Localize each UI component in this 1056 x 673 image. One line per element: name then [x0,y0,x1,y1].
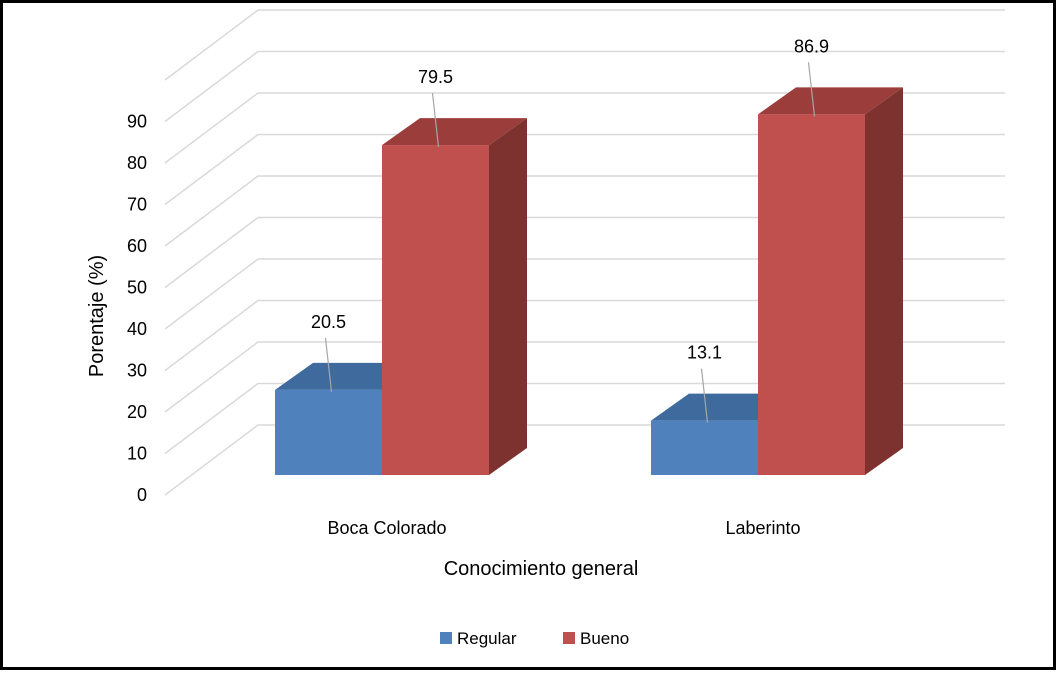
data-labels: 20.5 79.5 13.1 86.9 [311,36,829,423]
leader-line-bueno-laberinto [807,62,816,117]
bar-bueno-laberinto [758,114,865,476]
y-axis-title: Porentaje (%) [86,255,108,377]
y-tick-label: 90 [127,112,147,132]
legend-label-regular: Regular [457,629,517,648]
bar-regular-laberinto [651,420,758,475]
bar-side-bueno-boca-colorado [489,118,527,475]
gridline-diagonal [164,424,259,496]
gridline-diagonal [164,175,259,247]
y-tick-label: 0 [137,485,147,505]
bar-top-bueno-laberinto [758,87,903,115]
y-tick-label: 30 [127,361,147,381]
x-axis-title: Conocimiento general [444,558,639,580]
gridline-diagonal [164,299,259,372]
legend-swatch-bueno [563,632,575,644]
gridline-diagonal [164,258,259,330]
x-tick-label-boca-colorado: Boca Colorado [327,518,446,538]
chart-svg: 0 10 20 30 40 50 60 70 80 90 20.5 79.5 13.1 86.9 Boc… [86,9,1005,648]
y-tick-label: 40 [127,319,147,339]
y-tick-label: 20 [127,402,147,422]
gridline-diagonal [164,382,259,455]
y-tick-label: 60 [127,236,147,256]
leader-line-regular-laberinto [700,368,709,423]
gridline-diagonal [164,9,259,81]
gridline-diagonal [164,216,259,289]
x-tick-label-laberinto: Laberinto [725,518,800,538]
bar-side-bueno-laberinto [865,87,903,476]
leader-line-bueno-boca-colorado [431,93,440,148]
y-tick-label: 10 [127,444,147,464]
data-label-regular-boca-colorado: 20.5 [311,312,346,332]
y-tick-label: 80 [127,153,147,173]
leader-line-regular-boca-colorado [324,337,333,392]
legend-swatch-regular [440,632,452,644]
gridline-diagonal [164,341,259,413]
legend-label-bueno: Bueno [580,629,629,648]
gridline-diagonal [164,92,259,164]
x-axis-ticks: Boca Colorado Laberinto [327,518,800,538]
data-label-bueno-laberinto: 86.9 [794,36,829,56]
gridline-diagonal [164,50,259,123]
data-label-regular-laberinto: 13.1 [687,343,722,363]
data-label-bueno-boca-colorado: 79.5 [418,67,453,87]
bars [275,87,903,476]
y-tick-label: 70 [127,195,147,215]
y-axis-ticks: 0 10 20 30 40 50 60 70 80 90 [127,112,147,506]
bar-regular-boca-colorado [275,389,382,475]
bar-bueno-boca-colorado [382,145,489,475]
bar-top-bueno-boca-colorado [382,118,527,146]
gridline-diagonal [164,133,259,206]
legend: Regular Bueno [440,629,629,648]
y-tick-label: 50 [127,278,147,298]
